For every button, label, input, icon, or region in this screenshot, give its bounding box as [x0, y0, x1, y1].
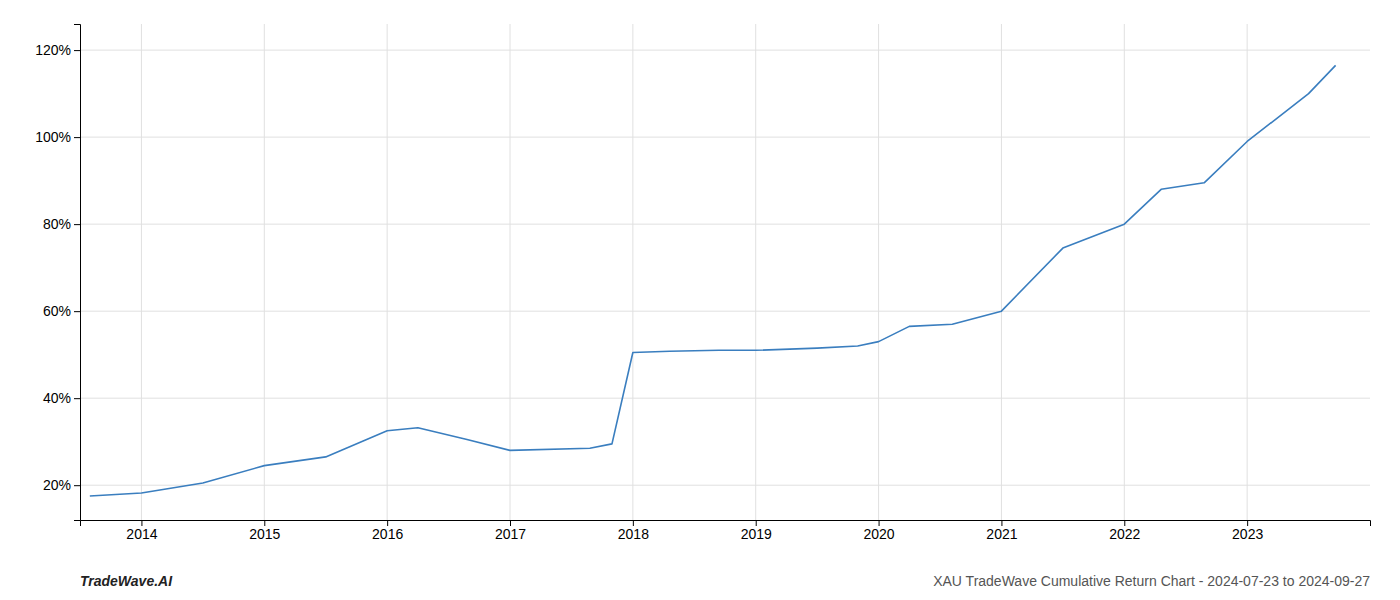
chart-container: 2014 2015 2016 2017 2018 2019 2020 2021 2022 2023…: [0, 0, 1400, 600]
tick-label: 2014: [126, 526, 157, 542]
tick: 40%: [43, 390, 80, 406]
tick: 2015: [249, 520, 280, 542]
tick-mark: [74, 137, 80, 138]
tick-label: 2017: [495, 526, 526, 542]
grid-line-x: [141, 24, 142, 520]
grid-line-x: [1001, 24, 1002, 520]
tick: 20%: [43, 477, 80, 493]
grid-line-x: [755, 24, 756, 520]
grid-line-y: [80, 485, 1370, 486]
tick-mark: [74, 50, 80, 51]
tick: 2023: [1232, 520, 1263, 542]
tick: 60%: [43, 303, 80, 319]
plot-area: [90, 65, 1336, 496]
grid-line-x: [510, 24, 511, 520]
grid-line-x: [1124, 24, 1125, 520]
tick: 2019: [741, 520, 772, 542]
tick-label: 60%: [43, 303, 71, 319]
grid-line-y: [80, 311, 1370, 312]
grid-line-y: [80, 224, 1370, 225]
tick-label: 40%: [43, 390, 71, 406]
tick-mark: [74, 224, 80, 225]
tick-label: 2022: [1109, 526, 1140, 542]
grid: [80, 24, 1370, 520]
tick: 2022: [1109, 520, 1140, 542]
grid-line-y: [80, 50, 1370, 51]
tick-label: 2021: [986, 526, 1017, 542]
data-line: [90, 65, 1336, 496]
footer: TradeWave.AI: [80, 573, 173, 589]
tick-label: 2020: [863, 526, 894, 542]
tick: 80%: [43, 216, 80, 232]
tick-label: 100%: [35, 129, 71, 145]
tick-label: 80%: [43, 216, 71, 232]
x-axis: 2014 2015 2016 2017 2018 2019 2020 2021 2022 2023: [81, 520, 1371, 542]
tick-label: 2016: [372, 526, 403, 542]
tick-mark: [74, 398, 80, 399]
grid-line-y: [80, 398, 1370, 399]
axis-line: [74, 25, 81, 521]
page: {"chart_data": {"type": "line", "title":…: [0, 0, 1400, 600]
tick-label: 2019: [741, 526, 772, 542]
tick-label: 120%: [35, 42, 71, 58]
grid-line-x: [1247, 24, 1248, 520]
tick: 2020: [863, 520, 894, 542]
tick-label: 2018: [618, 526, 649, 542]
tick: 120%: [35, 42, 80, 58]
tick-mark: [74, 485, 80, 486]
grid-line-x: [387, 24, 388, 520]
tick: 2016: [372, 520, 403, 542]
tick-label: 2015: [249, 526, 280, 542]
tick: 2018: [618, 520, 649, 542]
tick: 100%: [35, 129, 80, 145]
grid-line-x: [632, 24, 633, 520]
tick: 2021: [986, 520, 1017, 542]
tick: 2014: [126, 520, 157, 542]
tick-label: 2023: [1232, 526, 1263, 542]
tick: 2017: [495, 520, 526, 542]
grid-line-x: [264, 24, 265, 520]
chart: 2014 2015 2016 2017 2018 2019 2020 2021 2022 2023…: [0, 0, 1400, 600]
grid-line-x: [878, 24, 879, 520]
y-axis: 20% 40% 60% 80% 100% 120%: [35, 25, 80, 521]
grid-line-y: [80, 137, 1370, 138]
tick-mark: [74, 311, 80, 312]
tick-label: 20%: [43, 477, 71, 493]
title: XAU TradeWave Cumulative Return Chart - …: [933, 573, 1370, 589]
